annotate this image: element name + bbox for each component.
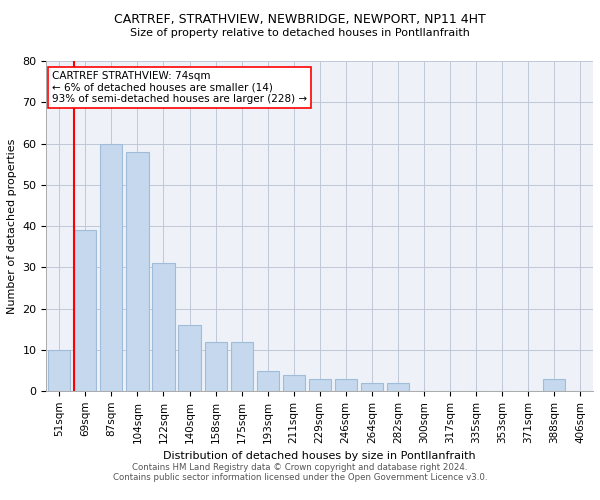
- Bar: [205, 342, 227, 391]
- Bar: [152, 263, 175, 391]
- Bar: [230, 342, 253, 391]
- Text: CARTREF, STRATHVIEW, NEWBRIDGE, NEWPORT, NP11 4HT: CARTREF, STRATHVIEW, NEWBRIDGE, NEWPORT,…: [114, 12, 486, 26]
- Bar: [361, 383, 383, 391]
- Bar: [543, 379, 565, 391]
- Bar: [100, 144, 122, 391]
- X-axis label: Distribution of detached houses by size in Pontllanfraith: Distribution of detached houses by size …: [163, 452, 476, 462]
- Text: Contains HM Land Registry data © Crown copyright and database right 2024.: Contains HM Land Registry data © Crown c…: [132, 464, 468, 472]
- Bar: [257, 370, 278, 391]
- Bar: [308, 379, 331, 391]
- Y-axis label: Number of detached properties: Number of detached properties: [7, 138, 17, 314]
- Text: CARTREF STRATHVIEW: 74sqm
← 6% of detached houses are smaller (14)
93% of semi-d: CARTREF STRATHVIEW: 74sqm ← 6% of detach…: [52, 71, 307, 104]
- Bar: [127, 152, 149, 391]
- Bar: [48, 350, 70, 391]
- Text: Contains public sector information licensed under the Open Government Licence v3: Contains public sector information licen…: [113, 474, 487, 482]
- Text: Size of property relative to detached houses in Pontllanfraith: Size of property relative to detached ho…: [130, 28, 470, 38]
- Bar: [335, 379, 357, 391]
- Bar: [283, 374, 305, 391]
- Bar: [387, 383, 409, 391]
- Bar: [74, 230, 97, 391]
- Bar: [178, 325, 200, 391]
